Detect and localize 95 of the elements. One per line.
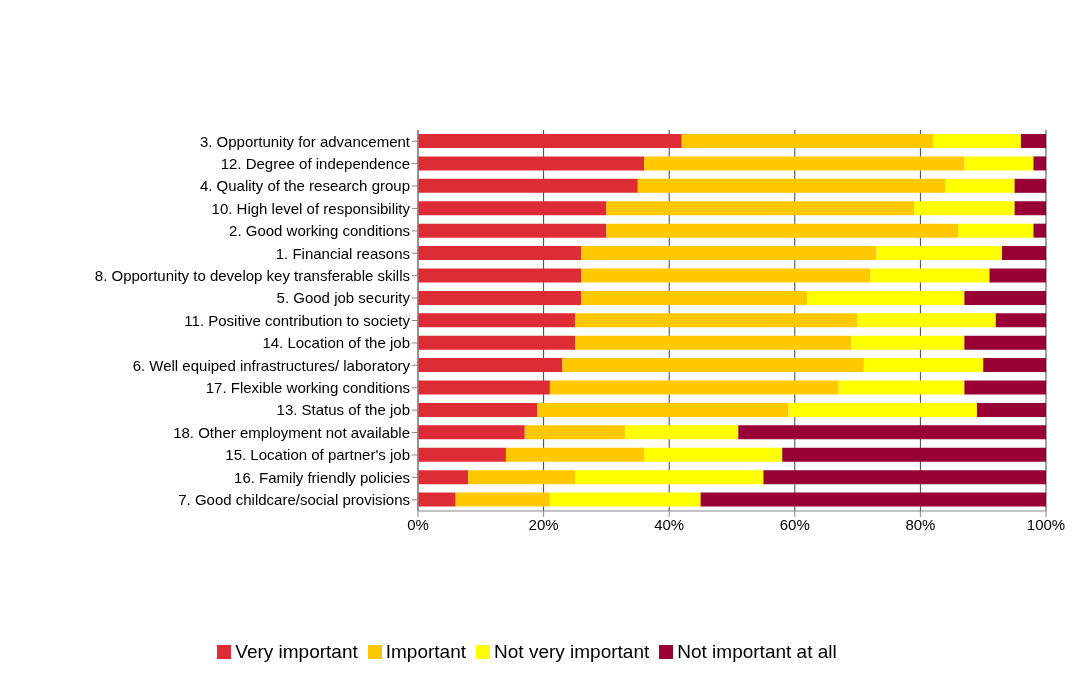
y-tick-label: 14. Location of the job: [262, 334, 410, 352]
bar: [581, 246, 877, 261]
y-tick-label: 1. Financial reasons: [275, 244, 410, 262]
bar: [870, 268, 990, 283]
legend-label: Important: [385, 641, 467, 663]
bar: [575, 335, 852, 350]
bar: [418, 246, 582, 261]
bar: [549, 492, 701, 507]
bar: [989, 268, 1046, 283]
bar: [418, 268, 582, 283]
legend-label: Very important: [235, 641, 358, 663]
bar: [418, 201, 607, 216]
bar: [418, 156, 645, 171]
bar: [418, 335, 575, 350]
bar: [581, 268, 871, 283]
bar: [983, 358, 1046, 373]
bar: [914, 201, 1015, 216]
bar: [763, 470, 1046, 485]
y-tick-label: 5. Good job security: [276, 289, 411, 307]
bar: [418, 492, 456, 507]
bar: [851, 335, 965, 350]
bar: [524, 425, 626, 440]
y-tick-label: 13. Status of the job: [276, 401, 410, 419]
bar: [418, 178, 638, 193]
legend-label: Not very important: [494, 641, 650, 663]
y-tick-label: 18. Other employment not available: [173, 423, 410, 441]
bar: [418, 447, 506, 462]
bar: [738, 425, 1046, 440]
bar: [995, 313, 1046, 328]
bar: [606, 201, 915, 216]
y-tick-label: 3. Opportunity for advancement: [199, 132, 411, 150]
bar: [418, 380, 550, 395]
y-tick-label: 8. Opportunity to develop key transferable skills: [94, 267, 410, 284]
bar: [562, 358, 864, 373]
bar: [644, 447, 783, 462]
bar: [418, 223, 607, 238]
y-tick-label: 4. Quality of the research group: [199, 177, 410, 195]
bar: [606, 223, 959, 238]
bar: [1002, 246, 1046, 261]
bar: [807, 290, 965, 305]
bar: [782, 447, 1046, 462]
bar: [1033, 223, 1046, 238]
bar: [418, 290, 582, 305]
bar: [418, 402, 538, 417]
bar: [418, 358, 563, 373]
bar: [581, 290, 808, 305]
bar: [932, 134, 1021, 148]
x-tick-label: 40%: [654, 515, 685, 533]
y-tick-label: 16. Family friendly policies: [234, 468, 410, 486]
y-tick-label: 17. Flexible working conditions: [205, 379, 410, 397]
bar: [976, 402, 1046, 417]
bar: [575, 313, 858, 328]
bar: [945, 178, 1015, 193]
bar: [964, 380, 1046, 395]
bar: [455, 492, 550, 507]
bar: [575, 470, 764, 485]
bar: [681, 134, 933, 148]
bar: [625, 425, 739, 440]
y-tick-label: 10. High level of responsibility: [211, 199, 411, 217]
bar: [1014, 178, 1046, 193]
y-tick-label: 11. Positive contribution to society: [184, 311, 411, 329]
bar: [863, 358, 984, 373]
bar: [537, 402, 789, 417]
bar: [1020, 134, 1046, 148]
bar: [418, 134, 682, 148]
y-tick-label: 6. Well equiped infrastructures/ laboratory: [132, 356, 411, 374]
bar: [964, 290, 1046, 305]
bar: [964, 156, 1034, 171]
bar: [857, 313, 996, 328]
bar: [549, 380, 839, 395]
x-tick-label: 80%: [905, 515, 936, 533]
bar: [505, 447, 645, 462]
bar: [964, 335, 1046, 350]
bar: [838, 380, 965, 395]
x-tick-label: 20%: [528, 515, 559, 533]
bar: [418, 313, 575, 328]
bar: [644, 156, 965, 171]
legend-label: Not important at all: [677, 641, 837, 663]
x-tick-label: 60%: [779, 515, 810, 533]
bar: [876, 246, 1003, 261]
bar: [418, 470, 469, 485]
y-tick-label: 12. Degree of independence: [220, 154, 410, 172]
y-tick-label: 7. Good childcare/social provisions: [178, 491, 410, 509]
y-tick-label: 15. Location of partner's job: [225, 446, 410, 464]
bar: [700, 492, 1046, 507]
bar: [418, 425, 525, 440]
bar: [788, 402, 977, 417]
bar: [958, 223, 1034, 238]
bar: [1014, 201, 1046, 216]
x-tick-label: 100%: [1026, 515, 1066, 533]
x-tick-label: 0%: [407, 515, 429, 533]
bar: [1033, 156, 1046, 171]
y-tick-label: 2. Good working conditions: [229, 222, 410, 240]
bar: [637, 178, 946, 193]
bar: [468, 470, 575, 485]
